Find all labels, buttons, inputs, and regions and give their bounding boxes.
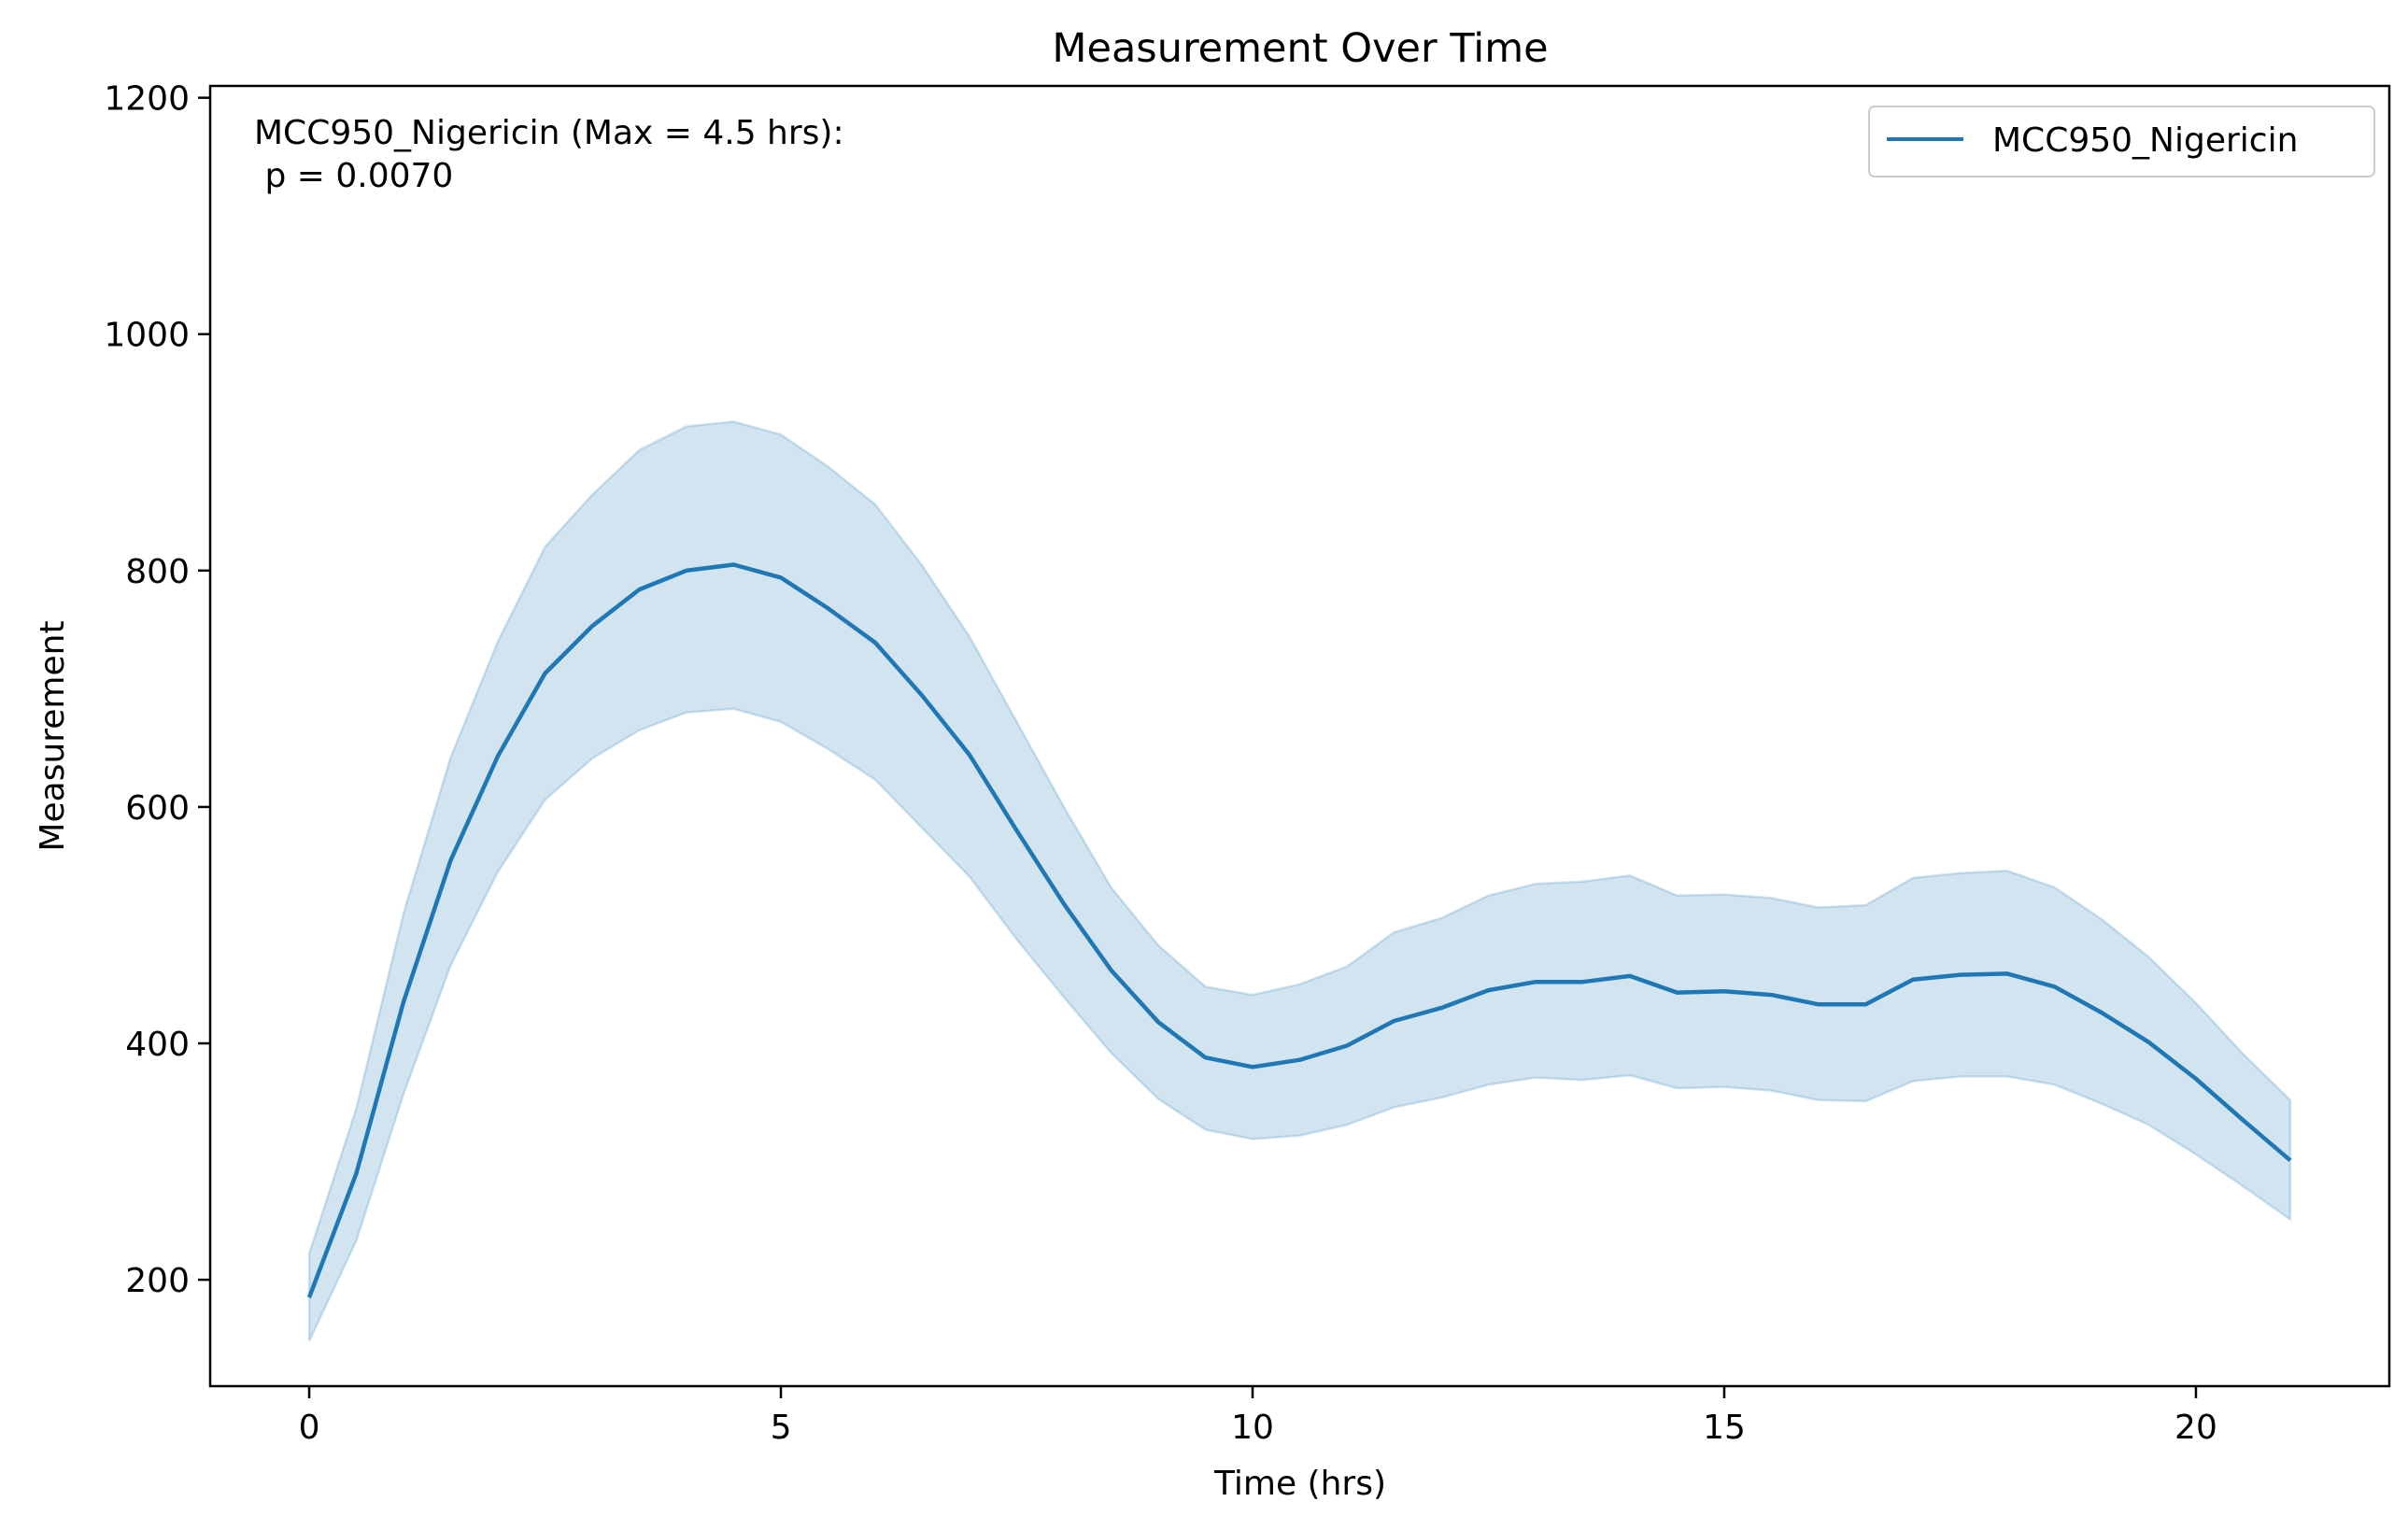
annotation-line-2: p = 0.0070 (254, 157, 453, 195)
data-point (2005, 971, 2010, 976)
data-point (1439, 1006, 1444, 1011)
x-tick-label: 15 (1703, 1409, 1746, 1447)
y-tick-label: 600 (125, 789, 190, 828)
data-point (1628, 973, 1633, 978)
confidence-band (307, 420, 2292, 1342)
data-point (2052, 985, 2057, 989)
data-point (1769, 993, 1774, 998)
data-point (826, 606, 830, 611)
data-point (1109, 968, 1113, 972)
data-point (1392, 1019, 1396, 1024)
legend: MCC950_Nigericin (1868, 106, 2375, 177)
data-point (1911, 977, 1916, 982)
data-point (1251, 1065, 1255, 1070)
data-point (1297, 1057, 1302, 1062)
data-point (1675, 990, 1679, 995)
data-point (1062, 901, 1067, 906)
x-tick-label: 5 (771, 1409, 792, 1447)
y-tick-label: 200 (125, 1262, 190, 1300)
data-point (920, 694, 925, 699)
data-point (307, 1296, 312, 1300)
data-point (2241, 1118, 2245, 1123)
data-point (2194, 1077, 2199, 1082)
data-point (968, 753, 972, 758)
data-point (2100, 1011, 2104, 1015)
legend-frame (1868, 106, 2375, 177)
chart-title: Measurement Over Time (1052, 25, 1548, 72)
data-point (1203, 1055, 1208, 1060)
data-point (1486, 988, 1491, 993)
x-axis: 0 5 10 15 20 (299, 1386, 2217, 1447)
data-point (873, 641, 878, 645)
data-point (1958, 972, 1962, 977)
y-tick-label: 1000 (104, 317, 190, 355)
data-point (637, 588, 642, 592)
x-tick-label: 0 (299, 1409, 320, 1447)
data-point (448, 857, 453, 862)
data-point (1014, 829, 1019, 833)
legend-label-mcc950-nigericin: MCC950_Nigericin (1992, 121, 2298, 160)
annotation-box: MCC950_Nigericin (Max = 4.5 hrs): p = 0.… (254, 114, 844, 195)
data-point (1817, 1002, 1821, 1007)
annotation-line-1: MCC950_Nigericin (Max = 4.5 hrs): (254, 114, 844, 152)
data-point (354, 1171, 359, 1176)
data-point (543, 671, 547, 675)
data-point (779, 575, 784, 580)
series-line-mcc950-nigericin (306, 562, 2292, 1298)
data-point (1580, 980, 1585, 985)
data-point (1534, 980, 1538, 985)
data-point (1722, 989, 1727, 994)
data-point (2146, 1040, 2151, 1044)
data-point (685, 568, 689, 573)
data-point (1156, 1020, 1161, 1025)
x-axis-label: Time (hrs) (1213, 1465, 1386, 1503)
axes-frame (208, 84, 2391, 1388)
y-tick-label: 800 (125, 553, 190, 591)
x-tick-label: 10 (1231, 1409, 1274, 1447)
data-point (590, 624, 595, 629)
plot-area (306, 420, 2293, 1342)
data-point (1345, 1043, 1350, 1048)
y-axis: 200 400 600 800 1000 1200 (104, 80, 210, 1300)
data-point (402, 999, 406, 1004)
data-point (1863, 1002, 1868, 1007)
data-point (731, 562, 736, 567)
x-tick-label: 20 (2174, 1409, 2217, 1447)
y-axis-label: Measurement (34, 620, 72, 851)
y-tick-label: 400 (125, 1026, 190, 1064)
data-point (496, 754, 501, 758)
y-tick-label: 1200 (104, 80, 190, 119)
data-point (2288, 1158, 2293, 1163)
